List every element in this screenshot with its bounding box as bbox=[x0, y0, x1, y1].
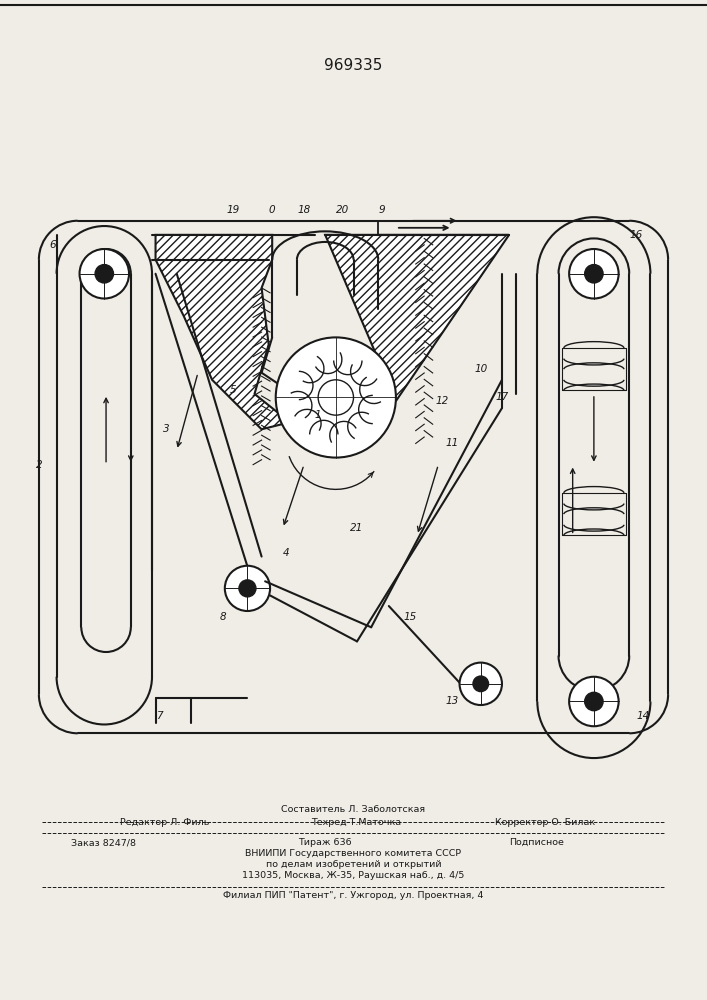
Text: Тираж 636: Тираж 636 bbox=[298, 838, 352, 847]
Text: 0: 0 bbox=[269, 205, 276, 215]
Circle shape bbox=[276, 337, 396, 458]
Text: ВНИИПИ Государственного комитета СССР: ВНИИПИ Государственного комитета СССР bbox=[245, 849, 462, 858]
Text: 15: 15 bbox=[404, 612, 416, 622]
Circle shape bbox=[239, 580, 256, 597]
Text: 14: 14 bbox=[637, 711, 650, 721]
Text: 3: 3 bbox=[163, 424, 170, 434]
Circle shape bbox=[95, 265, 113, 283]
Text: 16: 16 bbox=[630, 230, 643, 240]
Text: Подписное: Подписное bbox=[509, 838, 564, 847]
Text: 21: 21 bbox=[351, 523, 363, 533]
Text: 4: 4 bbox=[283, 548, 290, 558]
Text: 7: 7 bbox=[156, 711, 163, 721]
Circle shape bbox=[585, 692, 603, 711]
Text: Составитель Л. Заболотская: Составитель Л. Заболотская bbox=[281, 805, 426, 814]
Text: 19: 19 bbox=[227, 205, 240, 215]
Text: 113035, Москва, Ж-35, Раушская наб., д. 4/5: 113035, Москва, Ж-35, Раушская наб., д. … bbox=[243, 871, 464, 880]
Polygon shape bbox=[325, 235, 509, 401]
Text: 5: 5 bbox=[230, 385, 237, 395]
Text: 17: 17 bbox=[496, 392, 508, 402]
Text: Заказ 8247/8: Заказ 8247/8 bbox=[71, 838, 136, 847]
Circle shape bbox=[473, 676, 489, 692]
Circle shape bbox=[79, 249, 129, 299]
Text: 12: 12 bbox=[436, 396, 448, 406]
Text: 1: 1 bbox=[315, 410, 322, 420]
Circle shape bbox=[318, 380, 354, 415]
Text: Редактор Л. Филь: Редактор Л. Филь bbox=[120, 818, 209, 827]
Text: 969335: 969335 bbox=[325, 58, 382, 74]
Text: 8: 8 bbox=[219, 612, 226, 622]
Text: 18: 18 bbox=[298, 205, 310, 215]
Circle shape bbox=[225, 566, 270, 611]
Text: 6: 6 bbox=[49, 240, 57, 250]
Text: 20: 20 bbox=[337, 205, 349, 215]
Circle shape bbox=[460, 663, 502, 705]
Text: по делам изобретений и открытий: по делам изобретений и открытий bbox=[266, 860, 441, 869]
Circle shape bbox=[585, 265, 603, 283]
Text: 10: 10 bbox=[474, 364, 487, 374]
Circle shape bbox=[569, 249, 619, 299]
Text: 2: 2 bbox=[35, 460, 42, 470]
Circle shape bbox=[569, 677, 619, 726]
Text: Филиал ПИП "Патент", г. Ужгород, ул. Проектная, 4: Филиал ПИП "Патент", г. Ужгород, ул. Про… bbox=[223, 891, 484, 900]
Text: 13: 13 bbox=[446, 696, 459, 706]
Text: 9: 9 bbox=[378, 205, 385, 215]
Text: 11: 11 bbox=[446, 438, 459, 448]
Text: Корректор О. Билак: Корректор О. Билак bbox=[495, 818, 595, 827]
Polygon shape bbox=[156, 235, 290, 429]
Text: Техред Т.Маточка: Техред Т.Маточка bbox=[311, 818, 401, 827]
